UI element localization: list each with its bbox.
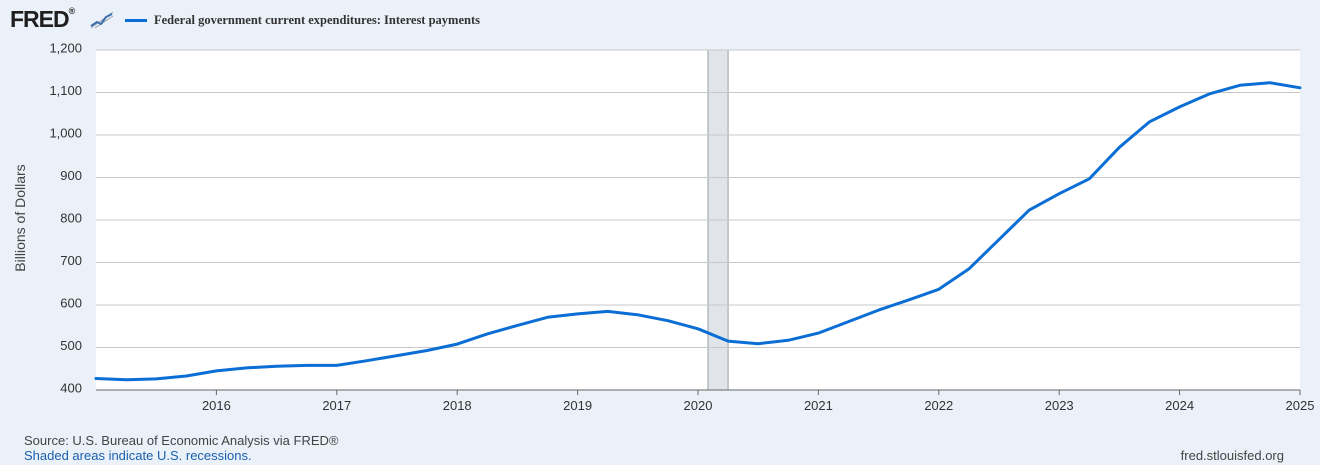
y-tick-label: 500 xyxy=(60,338,82,353)
y-tick-label: 1,100 xyxy=(49,83,82,98)
y-tick-label: 1,000 xyxy=(49,125,82,140)
x-tick-label: 2020 xyxy=(684,398,713,413)
source-note: Source: U.S. Bureau of Economic Analysis… xyxy=(24,433,339,448)
y-tick-label: 700 xyxy=(60,253,82,268)
y-tick-label: 900 xyxy=(60,168,82,183)
y-tick-label: 400 xyxy=(60,380,82,395)
x-tick-label: 2016 xyxy=(202,398,231,413)
registered-mark: ® xyxy=(68,6,76,16)
x-axis-ticks: 2016 2017 2018 2019 2020 2021 2022 2023 2024 2025 xyxy=(202,390,1315,413)
y-tick-label: 600 xyxy=(60,295,82,310)
y-axis-ticks: 400 500 600 700 800 900 1,000 1,100 1,200 xyxy=(49,40,82,395)
x-tick-label: 2024 xyxy=(1165,398,1194,413)
fred-logo[interactable]: FRED® xyxy=(10,6,76,32)
legend-label: Federal government current expenditures:… xyxy=(154,13,480,27)
series-layer xyxy=(94,81,1302,382)
series-line xyxy=(94,81,1302,382)
y-tick-label: 800 xyxy=(60,210,82,225)
site-url[interactable]: fred.stlouisfed.org xyxy=(1180,448,1284,463)
trend-line-icon xyxy=(89,10,115,30)
x-tick-label: 2025 xyxy=(1286,398,1315,413)
legend-swatch xyxy=(125,19,147,22)
chart-legend: Federal government current expenditures:… xyxy=(125,13,480,28)
recession-note-link[interactable]: Shaded areas indicate U.S. recessions. xyxy=(24,448,252,463)
x-tick-label: 2017 xyxy=(322,398,351,413)
x-tick-label: 2022 xyxy=(924,398,953,413)
x-tick-label: 2018 xyxy=(443,398,472,413)
y-tick-label: 1,200 xyxy=(49,40,82,55)
x-tick-label: 2019 xyxy=(563,398,592,413)
x-tick-label: 2023 xyxy=(1045,398,1074,413)
x-tick-label: 2021 xyxy=(804,398,833,413)
